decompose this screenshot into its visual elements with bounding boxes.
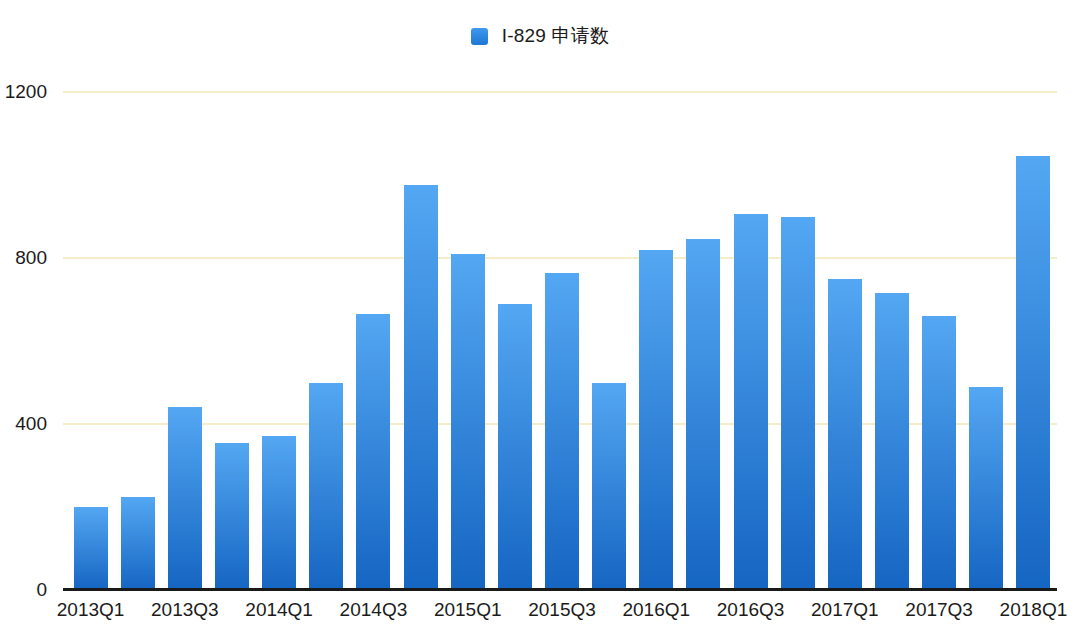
bar-2016Q3 [734,214,768,590]
bar-2016Q2 [686,239,720,590]
bar-2014Q2 [309,383,343,591]
bar-2013Q2 [121,497,155,590]
x-tick-label-2017Q1: 2017Q1 [798,598,892,622]
legend-label: I-829 申请数 [502,23,609,49]
bar-2014Q1 [262,436,296,590]
gridline-800 [63,257,1057,259]
x-tick-label-2013Q1: 2013Q1 [44,598,138,622]
y-tick-label-0: 0 [0,578,47,602]
bar-2015Q2 [498,304,532,590]
x-tick-label-2018Q1: 2018Q1 [986,598,1080,622]
x-tick-label-2016Q3: 2016Q3 [704,598,798,622]
bar-2017Q1 [828,279,862,590]
bar-2013Q3 [168,407,202,590]
bar-2018Q1 [1016,156,1050,590]
x-tick-label-2017Q3: 2017Q3 [892,598,986,622]
legend: I-829 申请数 [0,23,1080,49]
bar-2015Q1 [451,254,485,590]
x-tick-label-2013Q3: 2013Q3 [138,598,232,622]
x-tick-label-2014Q3: 2014Q3 [326,598,420,622]
x-tick-label-2016Q1: 2016Q1 [609,598,703,622]
y-tick-label-400: 400 [0,412,47,436]
y-tick-label-1200: 1200 [0,80,47,104]
bar-2014Q4 [404,185,438,590]
y-tick-label-800: 800 [0,246,47,270]
x-tick-label-2014Q1: 2014Q1 [232,598,326,622]
bar-2016Q4 [781,217,815,591]
bar-chart: I-829 申请数 0 400 800 1200 2013Q12013Q32014Q1… [0,0,1080,639]
bar-2016Q1 [639,250,673,590]
legend-swatch-icon [471,28,488,45]
bar-2014Q3 [356,314,390,590]
bar-2015Q4 [592,383,626,591]
bar-2017Q3 [922,316,956,590]
bar-2013Q1 [74,507,108,590]
x-axis-line [63,588,1057,591]
bar-2013Q4 [215,443,249,590]
gridline-1200 [63,91,1057,93]
x-tick-label-2015Q1: 2015Q1 [421,598,515,622]
x-tick-label-2015Q3: 2015Q3 [515,598,609,622]
bar-2017Q2 [875,293,909,590]
plot-area [63,92,1057,590]
bar-2017Q4 [969,387,1003,590]
bar-2015Q3 [545,273,579,590]
